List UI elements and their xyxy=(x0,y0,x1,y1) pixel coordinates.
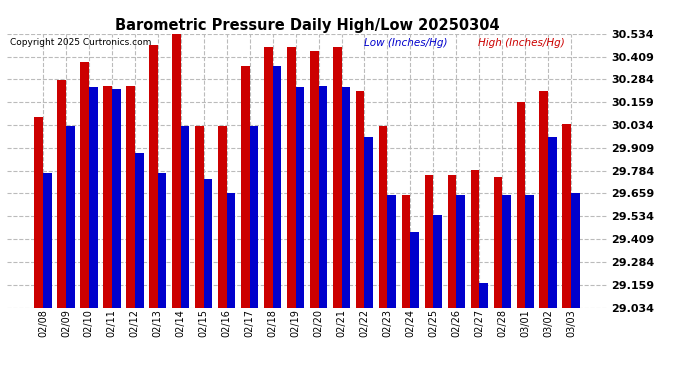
Bar xyxy=(295,87,304,375)
Bar xyxy=(241,66,250,375)
Bar xyxy=(218,126,226,375)
Bar xyxy=(388,195,396,375)
Title: Barometric Pressure Daily High/Low 20250304: Barometric Pressure Daily High/Low 20250… xyxy=(115,18,500,33)
Bar xyxy=(264,47,273,375)
Bar xyxy=(424,175,433,375)
Bar xyxy=(493,177,502,375)
Bar xyxy=(517,102,525,375)
Bar xyxy=(448,175,456,375)
Bar xyxy=(502,195,511,375)
Bar xyxy=(540,91,549,375)
Bar xyxy=(471,170,480,375)
Bar xyxy=(181,126,190,375)
Bar xyxy=(549,136,557,375)
Bar xyxy=(89,87,97,375)
Bar xyxy=(571,193,580,375)
Bar xyxy=(319,86,327,375)
Bar xyxy=(149,45,158,375)
Bar xyxy=(310,51,319,375)
Bar xyxy=(103,86,112,375)
Bar xyxy=(250,126,258,375)
Bar xyxy=(172,34,181,375)
Bar xyxy=(195,126,204,375)
Bar xyxy=(525,195,534,375)
Bar xyxy=(364,136,373,375)
Bar xyxy=(57,80,66,375)
Bar xyxy=(226,193,235,375)
Bar xyxy=(356,91,364,375)
Bar xyxy=(433,215,442,375)
Text: Copyright 2025 Curtronics.com: Copyright 2025 Curtronics.com xyxy=(10,38,151,47)
Bar xyxy=(66,126,75,375)
Bar xyxy=(273,66,282,375)
Bar xyxy=(379,126,388,375)
Bar xyxy=(34,117,43,375)
Bar xyxy=(402,195,411,375)
Text: Low (Inches/Hg): Low (Inches/Hg) xyxy=(364,38,448,48)
Bar xyxy=(333,47,342,375)
Bar xyxy=(456,195,465,375)
Bar xyxy=(342,87,351,375)
Bar xyxy=(80,62,89,375)
Bar xyxy=(158,173,166,375)
Text: High (Inches/Hg): High (Inches/Hg) xyxy=(478,38,565,48)
Bar xyxy=(562,124,571,375)
Bar xyxy=(135,153,144,375)
Bar xyxy=(287,47,295,375)
Bar xyxy=(204,178,213,375)
Bar xyxy=(411,232,419,375)
Bar xyxy=(126,86,135,375)
Bar xyxy=(480,283,488,375)
Bar xyxy=(112,89,121,375)
Bar xyxy=(43,173,52,375)
